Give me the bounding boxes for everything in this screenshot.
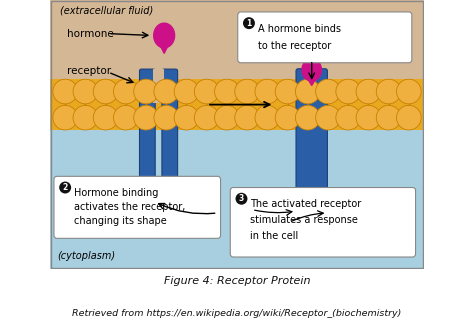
- Circle shape: [113, 79, 138, 104]
- Text: (extracellular fluid): (extracellular fluid): [60, 5, 153, 15]
- FancyBboxPatch shape: [230, 188, 416, 257]
- Bar: [50, 130, 424, 269]
- Text: in the cell: in the cell: [250, 231, 298, 241]
- Circle shape: [194, 105, 219, 130]
- Circle shape: [154, 79, 179, 104]
- Bar: [50, 0, 424, 80]
- Circle shape: [255, 105, 280, 130]
- Circle shape: [316, 105, 340, 130]
- Circle shape: [255, 79, 280, 104]
- Circle shape: [275, 79, 300, 104]
- Text: The activated receptor: The activated receptor: [250, 199, 361, 210]
- Circle shape: [194, 79, 219, 104]
- Text: receptor: receptor: [67, 66, 111, 76]
- Circle shape: [174, 79, 199, 104]
- Bar: [50, 79, 424, 130]
- Circle shape: [53, 79, 77, 104]
- Text: to the receptor: to the receptor: [257, 41, 331, 51]
- Circle shape: [295, 105, 320, 130]
- Circle shape: [93, 105, 118, 130]
- Text: 2: 2: [63, 183, 68, 192]
- Text: stimulates a response: stimulates a response: [250, 215, 358, 225]
- Circle shape: [154, 105, 179, 130]
- Circle shape: [235, 79, 259, 104]
- Text: changing its shape: changing its shape: [74, 216, 166, 226]
- Circle shape: [295, 79, 320, 104]
- Circle shape: [113, 105, 138, 130]
- Polygon shape: [154, 23, 174, 48]
- Circle shape: [93, 79, 118, 104]
- Circle shape: [236, 193, 247, 205]
- Circle shape: [73, 105, 98, 130]
- Text: 3: 3: [239, 194, 244, 203]
- Text: 1: 1: [246, 19, 252, 28]
- Circle shape: [215, 79, 239, 104]
- FancyBboxPatch shape: [238, 12, 412, 63]
- Text: A hormone binds: A hormone binds: [257, 24, 340, 34]
- Circle shape: [53, 105, 77, 130]
- Circle shape: [397, 79, 421, 104]
- Polygon shape: [160, 46, 168, 53]
- Circle shape: [243, 17, 255, 29]
- Text: hormone: hormone: [67, 29, 114, 39]
- FancyBboxPatch shape: [296, 69, 328, 226]
- Circle shape: [376, 105, 401, 130]
- Circle shape: [397, 105, 421, 130]
- Text: activates the receptor,: activates the receptor,: [74, 202, 185, 212]
- Circle shape: [336, 105, 361, 130]
- FancyBboxPatch shape: [139, 69, 155, 226]
- Circle shape: [134, 105, 158, 130]
- Circle shape: [59, 182, 71, 194]
- Circle shape: [73, 79, 98, 104]
- Circle shape: [174, 105, 199, 130]
- FancyBboxPatch shape: [139, 196, 178, 226]
- Bar: [153, 69, 164, 103]
- Circle shape: [356, 79, 381, 104]
- Polygon shape: [308, 79, 315, 86]
- FancyBboxPatch shape: [162, 69, 178, 226]
- Circle shape: [376, 79, 401, 104]
- Circle shape: [134, 79, 158, 104]
- Text: Hormone binding: Hormone binding: [74, 188, 158, 198]
- Circle shape: [215, 105, 239, 130]
- Text: Retrieved from https://en.wikipedia.org/wiki/Receptor_(biochemistry): Retrieved from https://en.wikipedia.org/…: [73, 309, 401, 318]
- Circle shape: [356, 105, 381, 130]
- Text: (cytoplasm): (cytoplasm): [57, 251, 115, 260]
- Text: Figure 4: Receptor Protein: Figure 4: Receptor Protein: [164, 276, 310, 286]
- Circle shape: [275, 105, 300, 130]
- Circle shape: [235, 105, 259, 130]
- Polygon shape: [302, 59, 321, 81]
- FancyBboxPatch shape: [54, 176, 220, 238]
- Circle shape: [336, 79, 361, 104]
- Circle shape: [316, 79, 340, 104]
